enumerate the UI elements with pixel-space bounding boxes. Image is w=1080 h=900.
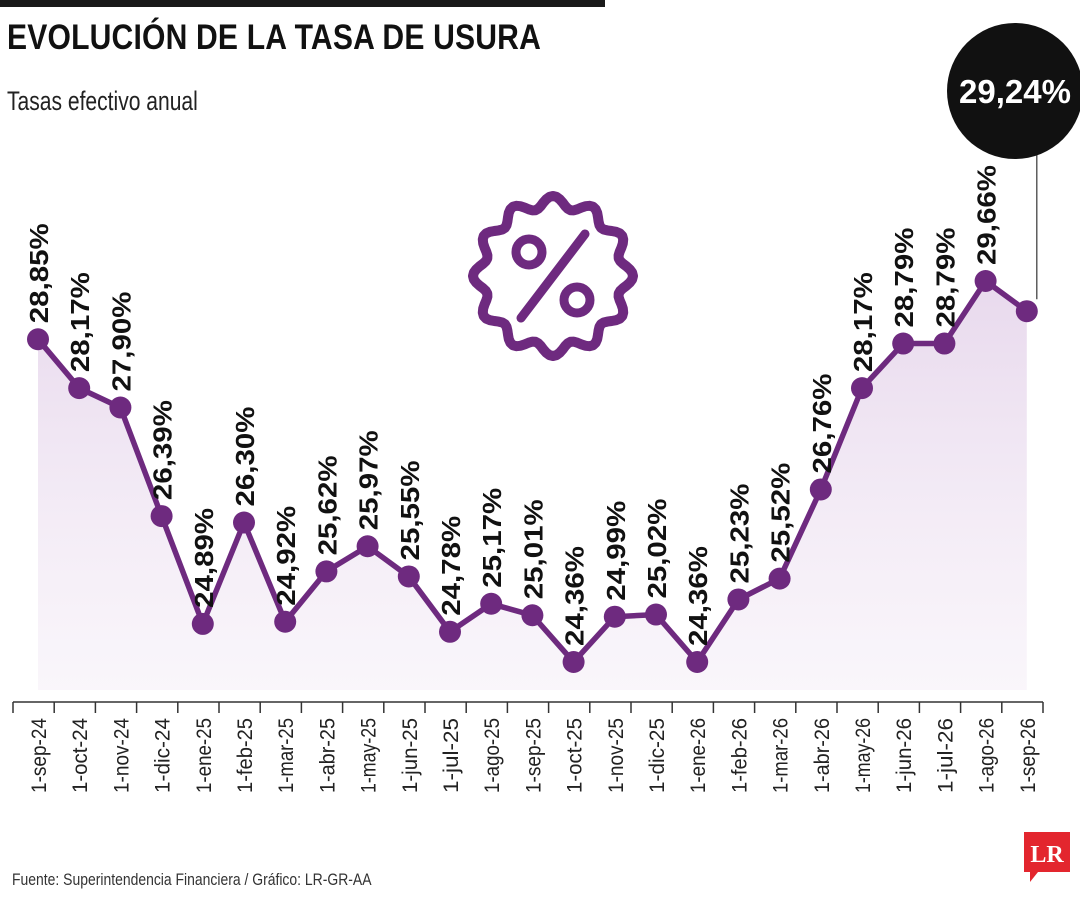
x-tick-label: 1-abr-26: [811, 718, 834, 793]
data-label: 26,39%: [148, 400, 178, 500]
data-label: 25,23%: [724, 483, 754, 583]
x-tick-label: 1-jun-26: [893, 718, 916, 793]
data-point: [686, 651, 709, 673]
x-tick-label: 1-ene-25: [193, 718, 216, 793]
data-label: 24,89%: [189, 508, 219, 608]
data-point: [109, 396, 132, 419]
x-tick-label: 1-ene-26: [687, 718, 710, 793]
x-tick-label: 1-jul-25: [440, 718, 463, 793]
data-label: 28,85%: [24, 223, 54, 323]
x-tick-label: 1-sep-25: [522, 718, 545, 793]
data-label: 28,79%: [889, 228, 919, 328]
x-tick-label: 1-sep-24: [28, 718, 51, 793]
data-point: [851, 377, 873, 400]
data-point: [150, 505, 173, 528]
data-point: [809, 478, 832, 501]
data-label: 25,02%: [642, 499, 672, 599]
x-tick-label: 1-dic-24: [152, 718, 175, 793]
chart-title: EVOLUCIÓN DE LA TASA DE USURA: [7, 18, 541, 57]
lr-logo-text: LR: [1030, 842, 1064, 868]
data-point: [974, 270, 997, 292]
chart-subtitle: Tasas efectivo anual: [7, 86, 198, 116]
data-label: 25,17%: [477, 488, 507, 588]
data-label: 28,17%: [65, 272, 95, 372]
data-point: [727, 588, 750, 611]
x-tick-label: 1-dic-25: [646, 718, 669, 793]
x-tick-label: 1-oct-24: [69, 718, 92, 793]
data-label: 25,97%: [354, 430, 384, 530]
percent-badge-icon: [468, 191, 638, 361]
x-tick-label: 1-feb-25: [234, 718, 257, 793]
data-point: [356, 535, 379, 558]
callout-bubble: [947, 23, 1080, 159]
data-label: 24,36%: [683, 546, 713, 646]
data-point: [645, 603, 667, 626]
data-label: 24,78%: [436, 516, 466, 616]
data-label: 25,01%: [518, 499, 548, 599]
x-tick-label: 1-jun-25: [399, 718, 422, 793]
data-point: [933, 332, 956, 355]
x-tick-label: 1-mar-25: [275, 718, 298, 793]
x-tick-label: 1-ago-26: [976, 718, 999, 793]
x-tick-label: 1-jul-26: [934, 718, 957, 793]
data-point: [892, 332, 915, 355]
data-label: 27,90%: [106, 292, 136, 392]
data-label: 24,99%: [601, 501, 631, 601]
data-label: 24,36%: [560, 546, 590, 646]
data-label: 28,17%: [848, 272, 878, 372]
data-label: 25,52%: [766, 463, 796, 563]
data-label: 29,66%: [972, 165, 1002, 265]
x-tick-label: 1-may-25: [358, 718, 381, 793]
data-point: [274, 610, 297, 633]
x-tick-label: 1-ago-25: [481, 718, 504, 793]
data-point: [439, 620, 461, 643]
x-tick-label: 1-may-26: [852, 718, 875, 793]
data-point: [768, 567, 791, 590]
data-label: 25,55%: [395, 460, 425, 560]
data-point: [68, 377, 91, 400]
data-point: [1015, 300, 1038, 323]
x-tick-label: 1-feb-26: [728, 718, 751, 793]
x-tick-label: 1-nov-24: [110, 718, 133, 793]
data-label: 26,76%: [807, 373, 837, 473]
x-tick-label: 1-nov-25: [605, 718, 628, 793]
lr-logo: LR: [1024, 832, 1070, 882]
x-tick-label: 1-abr-25: [316, 718, 339, 793]
top-rule: [0, 0, 605, 7]
data-label: 24,92%: [271, 506, 301, 606]
x-tick-label: 1-oct-25: [564, 718, 587, 793]
source-note: Fuente: Superintendencia Financiera / Gr…: [12, 870, 372, 889]
data-point: [603, 605, 626, 628]
data-label: 28,79%: [930, 228, 960, 328]
callout-label: 29,24%: [959, 73, 1071, 110]
data-point: [480, 592, 503, 615]
data-point: [562, 651, 585, 673]
lr-logo-badge: [1024, 832, 1070, 882]
data-point: [521, 604, 544, 627]
data-point: [315, 560, 338, 583]
data-point: [397, 565, 420, 588]
data-point: [191, 612, 214, 635]
data-point: [27, 328, 49, 351]
data-point: [233, 511, 255, 534]
data-label: 25,62%: [312, 455, 342, 555]
x-tick-label: 1-mar-26: [770, 718, 793, 793]
data-label: 26,30%: [230, 407, 260, 507]
x-tick-label: 1-sep-26: [1017, 718, 1040, 793]
